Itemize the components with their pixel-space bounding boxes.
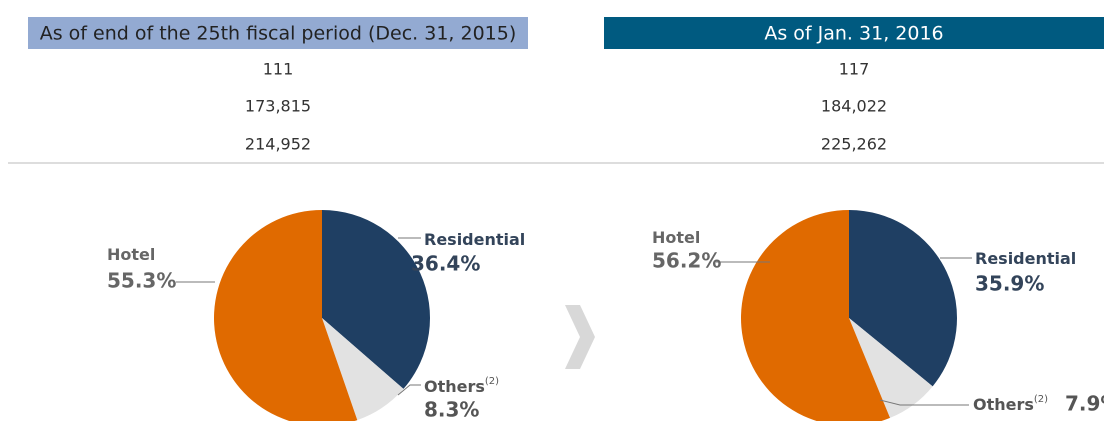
slice-value-label: 8.3% [424,398,479,421]
slice-label-name: Hotel [107,245,155,264]
table-cell: 225,262 [821,135,887,154]
slice-label: Hotel [107,245,155,264]
header: As of end of the 25th fiscal period (Dec… [40,23,517,45]
table-cell: 111 [263,60,294,79]
slice-label-name: Residential [424,230,525,249]
slice-label-name: Residential [975,249,1076,268]
leader-line [397,384,421,396]
table-cell: 184,022 [821,97,887,116]
pie-slice [849,318,933,418]
slice-label: Others(2) [973,394,1048,414]
slice-value-label: 35.9% [975,272,1044,296]
header: As of Jan. 31, 2016 [764,23,943,45]
pie-slice [214,210,358,421]
pie-slice [322,318,404,421]
slice-value-label: 36.4% [411,252,480,276]
pie-slice [849,210,958,387]
pie-slice [322,210,430,389]
pie-slice [740,210,891,421]
slice-value-label: 55.3% [107,269,176,293]
arrow [565,305,595,369]
slice-value-label: 7.9% [1065,392,1104,416]
slice-value-label: 56.2% [652,249,721,273]
slice-label: Hotel [652,228,700,247]
header-left-bg [28,17,528,49]
slice-label: Others(2) [424,376,499,396]
slice-label: Residential [975,249,1076,268]
slice-label-name: Hotel [652,228,700,247]
slice-label-name: Others [424,377,485,396]
table-cell: 214,952 [245,135,311,154]
slice-label: Residential [424,230,525,249]
slice-label-note: (2) [485,376,499,387]
table-cell: 173,815 [245,97,311,116]
slice-label-name: Others [973,395,1034,414]
table-cell: 117 [839,60,870,79]
slice-label-note: (2) [1034,394,1048,405]
leader-line [879,399,969,406]
header-right-bg [604,17,1104,49]
